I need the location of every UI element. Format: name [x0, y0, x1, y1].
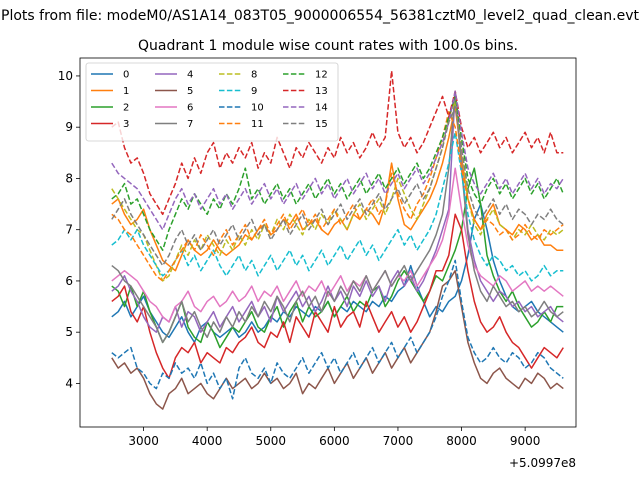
plot-frame [79, 57, 577, 428]
legend-label-11: 11 [251, 119, 264, 130]
legend-box [85, 62, 339, 142]
x-tick-label: 7000 [383, 434, 414, 448]
figure-suptitle: Plots from file: modeM0/AS1A14_083T05_90… [1, 8, 639, 24]
x-tick-label: 8000 [446, 434, 477, 448]
series-line-7 [111, 90, 564, 344]
y-tick-label: 6 [65, 274, 73, 288]
series-line-4 [111, 90, 564, 333]
x-offset-label: +5.0997e8 [509, 456, 576, 470]
series-line-5 [111, 269, 564, 410]
series-line-15 [111, 105, 564, 267]
legend-label-2: 2 [123, 103, 129, 114]
legend-label-14: 14 [315, 103, 328, 114]
legend-label-5: 5 [187, 86, 193, 97]
series-line-3 [111, 213, 564, 380]
legend-label-0: 0 [123, 70, 129, 81]
legend-label-3: 3 [123, 119, 129, 130]
legend-label-4: 4 [187, 70, 193, 81]
legend-label-9: 9 [251, 86, 257, 97]
legend-label-13: 13 [315, 86, 328, 97]
y-tick-label: 4 [65, 376, 73, 390]
series-line-2 [111, 167, 564, 349]
y-tick-label: 9 [65, 120, 73, 134]
legend-label-6: 6 [187, 103, 193, 114]
chart-title: Quadrant 1 module wise count rates with … [138, 38, 518, 54]
series-line-6 [111, 167, 564, 323]
legend-label-1: 1 [123, 86, 129, 97]
series-line-8 [111, 100, 564, 282]
x-tick-label: 5000 [255, 434, 286, 448]
plot-lines [111, 70, 564, 410]
legend-label-7: 7 [187, 119, 193, 130]
legend-label-15: 15 [315, 119, 328, 130]
x-axis: 3000 4000 5000 6000 7000 8000 9000 [128, 427, 540, 448]
series-line-9 [111, 131, 564, 282]
x-tick-label: 6000 [319, 434, 350, 448]
legend-label-10: 10 [251, 103, 264, 114]
series-line-14 [111, 90, 564, 231]
x-tick-label: 9000 [510, 434, 541, 448]
legend-label-12: 12 [315, 70, 328, 81]
legend-label-8: 8 [251, 70, 257, 81]
y-tick-label: 8 [65, 171, 73, 185]
x-tick-label: 3000 [128, 434, 159, 448]
x-tick-label: 4000 [192, 434, 223, 448]
y-tick-label: 10 [58, 69, 73, 83]
y-tick-label: 5 [65, 325, 73, 339]
y-axis: 4 5 6 7 8 9 10 [58, 69, 80, 390]
series-line-13 [111, 70, 564, 216]
series-line-10 [111, 259, 564, 400]
y-tick-label: 7 [65, 223, 73, 237]
